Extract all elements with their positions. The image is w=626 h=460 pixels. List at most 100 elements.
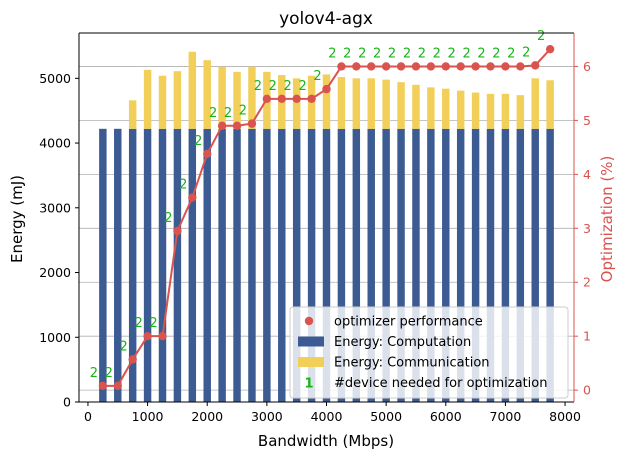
optimizer-performance-point [545,44,555,54]
optimizer-performance-point [217,121,227,130]
bar-communication [173,71,182,129]
device-count-label: 2 [134,316,142,331]
optimizer-performance-point [411,62,421,71]
device-count-label: 2 [403,46,411,61]
optimizer-performance-point [158,331,167,341]
bar-computation [248,128,256,402]
bar-computation [501,128,510,402]
device-count-label: 2 [343,46,351,61]
device-count-label: 2 [388,46,396,61]
optimizer-performance-point [128,355,137,364]
optimizer-performance-point [486,62,495,71]
bar-computation [322,128,331,402]
optimizer-performance-point [531,61,540,70]
y2-axis-title: Optimization (%) [598,156,616,283]
device-count-label: 2 [209,106,217,121]
device-count-label: 2 [373,46,381,61]
x-tick-label: 4000 [311,409,343,424]
bar-communication [218,66,226,129]
bar-computation [233,128,241,402]
x-tick-label: 8000 [549,409,581,424]
bar-computation [367,128,375,402]
y-tick-label: 4000 [39,136,71,151]
legend-label: Energy: Communication [334,356,490,371]
legend-marker-optimizer [304,316,314,326]
legend: optimizer performance Energy: Computation… [289,306,569,399]
bar-communication [233,71,241,129]
legend-label: Energy: Computation [334,335,471,350]
optimizer-performance-point [98,381,108,391]
bar-computation [114,128,122,402]
optimizer-line-layer [98,44,555,391]
device-count-label: 2 [358,46,366,61]
bar-computation [278,128,286,402]
bar-computation [456,128,465,402]
bar-computation [128,128,137,402]
device-count-label: 2 [537,29,545,44]
device-count-label: 2 [224,106,232,121]
x-tick-label: 5000 [370,409,402,424]
optimizer-performance-point [381,62,391,71]
x-tick-label: 1000 [132,409,164,424]
legend-glyph-device: 1 [304,377,313,392]
bar-computation [188,128,197,402]
bar-communication [128,100,137,129]
bar-computation [173,128,182,402]
bar-computation [427,128,435,402]
optimizer-performance-point [292,94,301,104]
x-tick-label: 7000 [490,409,522,424]
optimizer-performance-point [516,62,525,71]
bar-computation [99,128,107,402]
device-count-label: 2 [448,46,456,61]
bar-computation [546,128,554,402]
bar-communication [397,82,405,129]
optimizer-performance-point [247,119,257,128]
bar-communication [486,93,495,129]
optimizer-performance-point [471,62,480,71]
bar-computation [292,128,301,402]
device-count-label: 2 [507,46,515,61]
device-count-label: 2 [462,46,470,61]
device-count-label: 2 [90,366,98,381]
bar-communication [412,84,420,129]
bar-layer [99,51,554,402]
device-count-label: 2 [179,178,187,193]
optimizer-performance-point [307,94,316,104]
x-tick-label: 2000 [191,409,223,424]
optimizer-performance-point [113,381,122,391]
bar-communication [322,74,331,129]
y-tick-label: 1000 [39,330,71,345]
bar-computation [531,128,539,402]
bar-communication [382,79,390,129]
device-count-label: 2 [105,366,113,381]
bar-communication [546,80,554,129]
legend-label: #device needed for optimization [334,376,547,391]
y2-tick-label: 2 [583,275,591,290]
bar-communication [337,77,346,129]
optimizer-performance-point [337,62,346,71]
bar-computation [471,128,480,402]
x-tick-label: 3000 [251,409,283,424]
chart-title: yolov4-agx [279,9,373,29]
bar-communication [188,51,197,129]
device-count-label: 2 [492,46,500,61]
bar-communication [248,66,256,129]
optimizer-performance-point [188,193,197,202]
device-count-label: 2 [313,69,321,84]
optimizer-performance-point [232,121,242,130]
bar-computation [263,128,271,402]
optimizer-performance-point [367,62,376,71]
legend-label: optimizer performance [334,315,483,330]
y2-tick-label: 5 [583,113,591,128]
x-tick-label: 0 [84,409,92,424]
bar-computation [143,128,152,402]
bar-communication [531,78,539,129]
bar-communication [427,87,435,129]
bar-communication [456,90,465,129]
device-count-label: 2 [239,104,247,119]
y2-tick-label: 3 [583,221,591,236]
bar-communication [203,60,211,129]
device-count-label: 2 [149,316,157,331]
